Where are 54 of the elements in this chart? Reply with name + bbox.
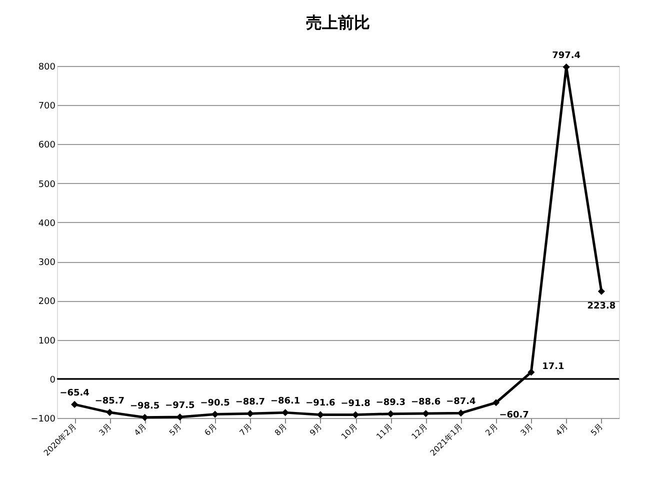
data-label: −88.7 — [235, 398, 266, 408]
data-label: −86.1 — [270, 396, 300, 407]
point — [71, 400, 78, 408]
x-tick-label: 8月 — [273, 422, 289, 438]
y-tick-label: −100 — [30, 414, 56, 424]
x-tick-label: 5月 — [168, 422, 184, 438]
x-tick-label: 11月 — [374, 422, 394, 442]
x-tick-label: 12月 — [410, 422, 430, 442]
x-tick-label: 4月 — [554, 422, 570, 438]
point — [352, 411, 360, 418]
data-label: −91.8 — [340, 398, 370, 409]
point — [492, 399, 500, 406]
point — [141, 414, 148, 421]
y-tick-label: 800 — [38, 62, 56, 72]
x-tick-label: 6月 — [202, 422, 218, 438]
y-tick-label: 300 — [38, 258, 56, 268]
data-label: −65.4 — [60, 388, 90, 398]
x-tick-label: 4月 — [132, 422, 148, 438]
x-tick-label: 3月 — [518, 422, 535, 438]
data-label: 797.4 — [552, 51, 581, 62]
data-label: −91.6 — [306, 398, 336, 409]
y-tick-label: 600 — [38, 140, 56, 151]
point — [282, 409, 289, 416]
y-tick-label: 0 — [50, 375, 56, 386]
y-tick-label: 100 — [38, 336, 56, 346]
point — [598, 288, 605, 295]
data-label: −87.4 — [446, 397, 476, 408]
data-label: −97.5 — [165, 401, 195, 412]
y-tick-label: 400 — [38, 218, 56, 229]
data-label: −90.5 — [200, 398, 230, 408]
data-label: −60.7 — [499, 410, 529, 421]
data-label: −98.5 — [130, 401, 160, 412]
x-tick-label: 5月 — [589, 422, 605, 438]
point — [212, 410, 219, 418]
x-tick-label: 10月 — [340, 422, 359, 442]
x-tick-label: 7月 — [238, 422, 254, 438]
data-label: −89.3 — [376, 398, 406, 408]
point — [246, 410, 254, 418]
point — [387, 410, 394, 418]
y-tick-label: 500 — [38, 180, 56, 190]
point — [106, 408, 114, 416]
data-label: 223.8 — [587, 301, 616, 312]
y-tick-label: 700 — [38, 102, 56, 112]
chart-title: 売上前比 — [306, 13, 370, 32]
point — [316, 411, 324, 418]
data-label: −88.6 — [410, 398, 441, 408]
point — [528, 368, 535, 376]
data-label: 17.1 — [542, 362, 564, 372]
data-label: −85.7 — [94, 396, 125, 406]
x-tick-label: 9月 — [308, 422, 324, 438]
x-tick-label: 2月 — [484, 422, 500, 438]
point — [422, 410, 430, 418]
x-tick-label: 3月 — [97, 422, 114, 438]
y-tick-label: 200 — [38, 297, 56, 308]
